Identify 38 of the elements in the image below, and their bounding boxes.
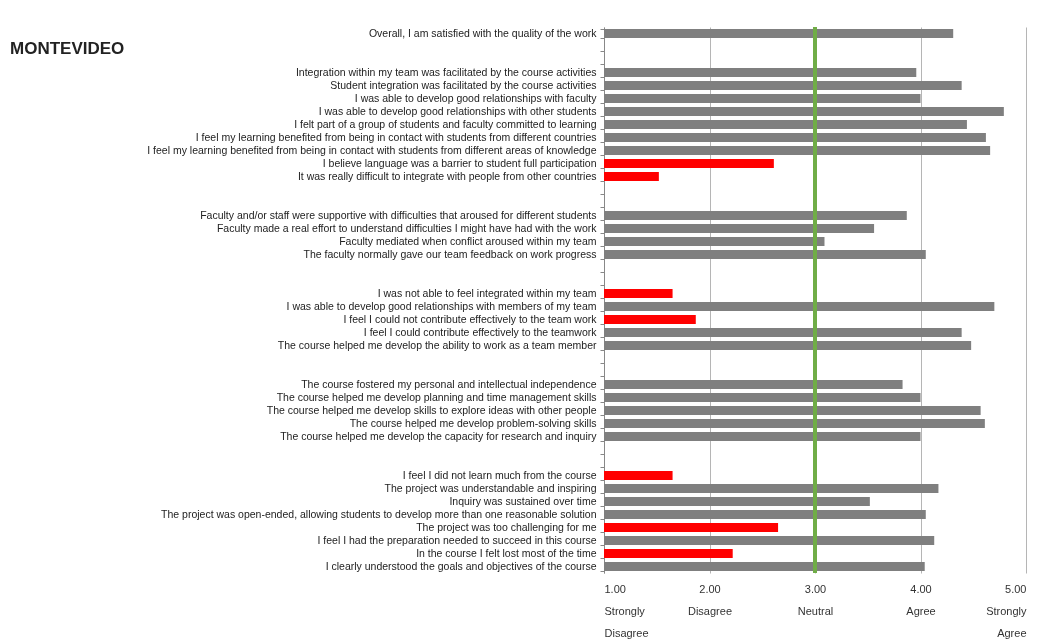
- y-tick-label: The course helped me develop the ability to work as a team member: [277, 339, 597, 351]
- x-tick-label: 4.00 Agree: [906, 582, 936, 617]
- y-tick-label: I believe language was a barrier to student full participation: [322, 157, 597, 169]
- y-tick-label: I was not able to feel integrated within my team: [377, 287, 597, 299]
- y-tick-label: In the course I felt lost most of the time: [416, 547, 597, 559]
- y-tick-label: I feel I did not learn much from the course: [402, 469, 597, 481]
- y-tick-label: The course helped me develop planning and time management skills: [276, 391, 597, 403]
- y-tick-label: Overall, I am satisfied with the quality of the work: [368, 27, 598, 39]
- y-tick-label: Inquiry was sustained over time: [449, 495, 597, 507]
- text: MONTEVIDEO: [10, 39, 125, 58]
- y-tick-label: The project was open-ended, allowing students to develop more than one reasonable solution: [161, 508, 597, 520]
- y-tick-label: Faculty and/or staff were supportive with difficulties that aroused for different students: [200, 209, 597, 221]
- y-tick-label: I was able to develop good relationships with other students: [318, 105, 597, 117]
- x-tick-label: 3.00 Neutral: [797, 582, 834, 617]
- x-tick-label: 1.00 Strongly Disagree: [604, 582, 649, 639]
- y-tick-label: I feel I had the preparation needed to succeed in this course: [317, 534, 597, 546]
- y-tick-label: The course helped me develop the capacity for research and inquiry: [280, 430, 598, 442]
- y-tick-label: The faculty normally gave our team feedback on work progress: [303, 248, 597, 260]
- y-tick-label: The course helped me develop skills to explore ideas with other people: [266, 404, 597, 416]
- x-tick-label: 2.00 Disagree: [687, 582, 733, 617]
- y-tick-label: I feel I could not contribute effectively to the team work: [343, 313, 598, 325]
- y-tick-label: The project was understandable and inspiring: [384, 482, 597, 494]
- y-tick-label: The course helped me develop problem-solving skills: [349, 417, 597, 429]
- y-tick-label: I feel my learning benefited from being in contact with students from different areas of knowledge: [147, 144, 597, 156]
- y-tick-label: Integration within my team was facilitated by the course activities: [295, 66, 597, 78]
- y-tick-label: I clearly understood the goals and objectives of the course: [325, 560, 597, 572]
- y-tick-label: The course fostered my personal and intellectual independence: [301, 378, 597, 390]
- y-tick-label: Student integration was facilitated by the course activities: [330, 79, 597, 91]
- x-tick-label: 5.00 Strongly Agree: [986, 582, 1027, 639]
- y-tick-label: The project was too challenging for me: [416, 521, 597, 533]
- y-tick-label: I felt part of a group of students and faculty committed to learning: [294, 118, 597, 130]
- y-tick-label: I was able to develop good relationships with faculty: [354, 92, 598, 104]
- y-tick-label: I feel my learning benefited from being in contact with students from different countries: [195, 131, 597, 143]
- y-tick-label: I was able to develop good relationships with members of my team: [286, 300, 597, 312]
- y-tick-label: Faculty mediated when conflict aroused within my team: [339, 235, 597, 247]
- y-tick-label: Faculty made a real effort to understand difficulties I might have had with the work: [216, 222, 598, 234]
- y-tick-label: I feel I could contribute effectively to the teamwork: [363, 326, 598, 338]
- y-tick-label: It was really difficult to integrate with people from other countries: [297, 170, 597, 182]
